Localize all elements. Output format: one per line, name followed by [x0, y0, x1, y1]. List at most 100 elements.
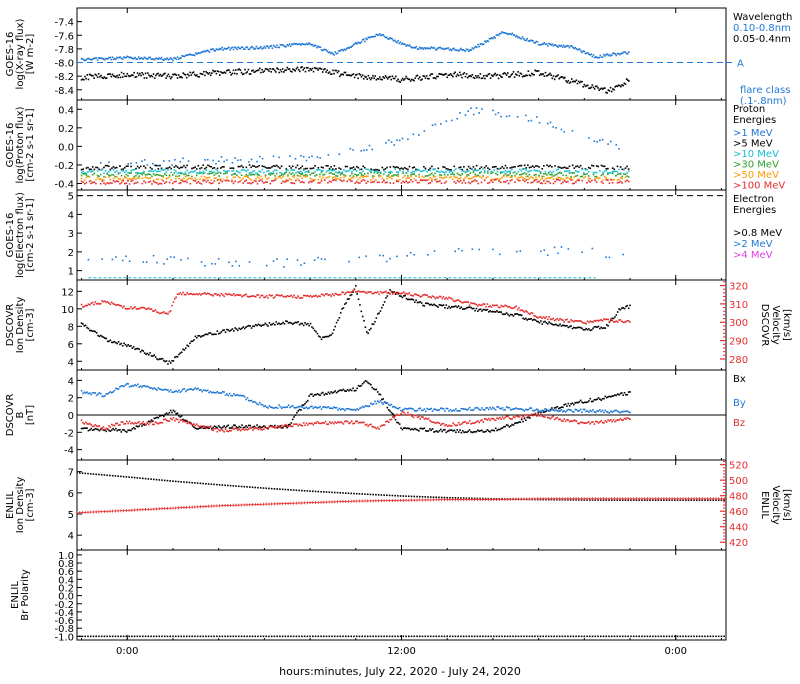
data-point [471, 168, 473, 170]
data-point [612, 182, 614, 184]
data-point [138, 386, 140, 388]
data-point [217, 294, 219, 296]
data-point [580, 327, 582, 329]
data-point [270, 71, 272, 73]
data-point [419, 407, 421, 409]
data-point [366, 39, 368, 41]
data-point [580, 400, 582, 402]
data-point [166, 178, 168, 180]
data-point [426, 430, 428, 432]
data-point [111, 342, 113, 344]
data-point [265, 296, 267, 298]
data-point [262, 158, 264, 160]
data-point [621, 176, 623, 178]
data-point [249, 296, 251, 298]
data-point [137, 173, 139, 175]
data-point [154, 77, 156, 79]
data-point [626, 410, 628, 412]
data-point [194, 55, 196, 57]
data-point [382, 255, 384, 257]
data-point [324, 68, 326, 70]
data-point [410, 299, 412, 301]
data-point [389, 293, 391, 295]
data-point [166, 389, 168, 391]
data-point [317, 333, 319, 335]
data-point [297, 165, 299, 167]
data-point [280, 427, 282, 429]
data-point [514, 417, 516, 419]
data-point [546, 322, 548, 324]
data-point [434, 179, 436, 181]
legend-entry: >1 MeV [733, 128, 773, 139]
data-point [363, 149, 365, 151]
data-point [404, 293, 406, 295]
data-point [602, 139, 604, 141]
data-point [215, 334, 217, 336]
data-point [528, 313, 530, 315]
data-point [439, 177, 441, 179]
data-point [402, 292, 404, 294]
data-point [154, 169, 156, 171]
data-point [569, 409, 571, 411]
data-point [570, 409, 572, 411]
data-point [495, 179, 497, 181]
data-point [354, 289, 356, 291]
data-point [93, 392, 95, 394]
data-point [236, 49, 238, 51]
data-point [151, 183, 153, 185]
data-point [611, 54, 613, 56]
data-point [362, 291, 364, 293]
data-point [538, 70, 540, 72]
data-point [601, 174, 603, 176]
data-point [133, 385, 135, 387]
data-point [118, 388, 120, 390]
data-point [144, 159, 146, 161]
data-point [127, 308, 129, 310]
data-point [307, 400, 309, 402]
data-point [300, 297, 302, 299]
data-point [302, 173, 304, 175]
data-point [193, 293, 195, 295]
data-point [427, 496, 429, 498]
data-point [257, 172, 259, 174]
data-point [547, 254, 549, 256]
data-point [419, 301, 421, 303]
data-point [537, 181, 539, 183]
data-point [258, 170, 260, 172]
data-point [169, 420, 171, 422]
data-point [289, 68, 291, 70]
data-point [517, 422, 519, 424]
data-point [523, 38, 525, 40]
data-point [339, 294, 341, 296]
data-point [116, 176, 118, 178]
data-point [234, 176, 236, 178]
data-point [404, 175, 406, 177]
data-point [381, 307, 383, 309]
data-point [585, 328, 587, 330]
data-point [240, 159, 242, 161]
data-point [410, 429, 412, 431]
data-point [594, 423, 596, 425]
data-point [330, 169, 332, 171]
data-point [278, 157, 280, 159]
data-point [164, 182, 166, 184]
data-point [206, 167, 208, 169]
data-point [353, 166, 355, 168]
data-point [473, 303, 475, 305]
data-point [84, 427, 86, 429]
data-point [273, 323, 275, 325]
data-point [136, 425, 138, 427]
data-point [591, 421, 593, 423]
data-point [577, 327, 579, 329]
data-point [252, 174, 254, 176]
data-point [625, 181, 627, 183]
data-point [447, 430, 449, 432]
data-point [307, 44, 309, 46]
data-point [371, 323, 373, 325]
data-point [567, 170, 569, 172]
data-point [451, 50, 453, 52]
data-point [310, 178, 312, 180]
data-point [305, 174, 307, 176]
data-point [193, 180, 195, 182]
y2-tick-label: 290 [729, 337, 748, 348]
